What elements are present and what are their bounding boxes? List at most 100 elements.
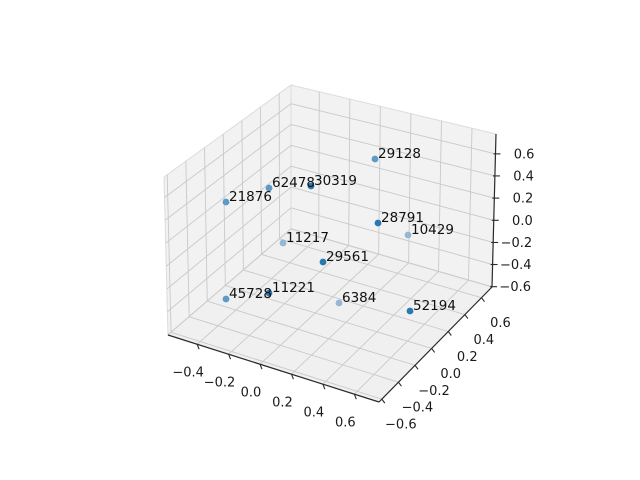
- grid-line-z-right: [290, 165, 494, 221]
- z-tick-label: −0.4: [500, 258, 532, 273]
- z-axis-spine: [491, 133, 497, 288]
- grid-line-y-floor: [225, 285, 432, 349]
- grid-line-z-left: [167, 207, 292, 313]
- grid-line-x-wall: [378, 106, 381, 255]
- grid-line-y-floor: [261, 254, 466, 316]
- grid-line-x-floor: [196, 236, 320, 345]
- data-point: [406, 307, 414, 315]
- grid-line-z-right: [290, 103, 496, 155]
- grid-line-x-wall: [438, 120, 442, 272]
- grid-line-y-floor: [207, 300, 416, 366]
- grid-line-x-wall: [348, 99, 351, 246]
- z-tick-label: 0.2: [513, 192, 534, 207]
- x-tick-mark: [228, 354, 232, 360]
- y-tick-mark: [414, 364, 419, 370]
- y-tick-label: −0.4: [402, 401, 434, 416]
- grid-line-y-floor: [189, 316, 399, 383]
- z-tick-label: −0.6: [499, 280, 531, 295]
- x-tick-label: 0.4: [304, 406, 325, 421]
- data-point-label: 21876: [229, 189, 272, 205]
- data-point: [265, 289, 273, 297]
- y-tick-mark: [447, 331, 452, 336]
- axis-spines: [167, 133, 497, 403]
- data-point: [222, 295, 230, 303]
- x-tick-label: 0.0: [241, 386, 262, 401]
- y-tick-mark: [431, 348, 436, 353]
- y-tick-mark: [464, 314, 469, 319]
- grid-line-y-floor: [279, 238, 482, 299]
- y-tick-label: −0.2: [418, 384, 450, 399]
- grid-line-x-wall: [318, 91, 320, 238]
- grid-line-y-wall: [260, 107, 262, 255]
- z-tick-label: 0.0: [512, 214, 533, 229]
- y-tick-mark: [397, 381, 402, 387]
- tick-marks: [196, 153, 501, 404]
- data-point: [335, 299, 343, 307]
- grid-line-z-right: [290, 124, 496, 177]
- grid-line-y-wall: [185, 161, 190, 317]
- data-point-label: 28791: [381, 210, 424, 226]
- x-tick-mark: [353, 393, 357, 400]
- data-point-label: 62478: [272, 175, 315, 191]
- data-point-label: 6384: [342, 290, 376, 306]
- grid-line-z-left: [164, 103, 292, 198]
- data-point-label: 45728: [229, 286, 272, 302]
- y-tick-label: 0.2: [457, 350, 478, 365]
- grid-line-x-floor: [291, 262, 409, 375]
- grid-line-z-left: [166, 186, 292, 290]
- grid-line-y-wall: [204, 147, 208, 302]
- y-tick-label: 0.0: [440, 367, 461, 382]
- y-tick-label: 0.4: [474, 333, 495, 348]
- y-tick-label: −0.6: [385, 418, 417, 433]
- grid-line-z-right: [290, 228, 493, 288]
- grid-line-z-right: [290, 144, 495, 199]
- data-point-label: 10429: [411, 222, 454, 238]
- x-tick-mark: [322, 383, 326, 390]
- grid-line-y-wall: [241, 120, 244, 271]
- y-tick-mark: [381, 398, 386, 404]
- grid-line-z-left: [164, 124, 292, 221]
- grid-line-y-wall: [166, 174, 172, 333]
- grid-lines: [164, 91, 496, 400]
- data-point: [404, 231, 412, 239]
- grid-line-z-left: [167, 228, 292, 336]
- data-point-label: 29561: [326, 249, 369, 265]
- x-tick-label: 0.2: [272, 396, 293, 411]
- scatter-points: [222, 155, 414, 315]
- y-tick-label: 0.6: [490, 316, 511, 331]
- x-tick-mark: [259, 364, 263, 370]
- data-point: [374, 219, 382, 227]
- data-point: [319, 258, 327, 266]
- y-tick-mark: [481, 297, 485, 303]
- x-axis-spine: [167, 334, 380, 403]
- z-tick-label: −0.2: [501, 236, 533, 251]
- data-point: [371, 155, 379, 163]
- data-point: [279, 239, 287, 247]
- x-tick-label: −0.4: [172, 366, 204, 381]
- data-point: [307, 182, 315, 190]
- grid-line-z-left: [165, 165, 292, 267]
- grid-line-x-floor: [353, 279, 469, 395]
- grid-line-z-left: [165, 144, 292, 244]
- data-point-label: 11221: [272, 280, 315, 296]
- grid-line-x-floor: [322, 271, 439, 385]
- grid-line-y-floor: [243, 269, 449, 332]
- data-point: [265, 184, 273, 192]
- x-tick-label: 0.6: [335, 416, 356, 431]
- grid-line-y-wall: [222, 134, 226, 286]
- tick-labels: −0.4−0.20.00.20.40.6 −0.6−0.4−0.20.00.20.…: [172, 147, 534, 432]
- data-point: [222, 198, 230, 206]
- z-tick-label: 0.6: [514, 147, 535, 162]
- x-tick-label: −0.2: [204, 376, 236, 391]
- grid-line-x-wall: [468, 128, 473, 281]
- data-point-label: 11217: [286, 230, 329, 246]
- x-tick-mark: [290, 373, 294, 380]
- grid-line-x-floor: [228, 245, 349, 355]
- z-tick-label: 0.4: [513, 169, 534, 184]
- data-point-label: 29128: [378, 146, 421, 162]
- grid-line-x-floor: [259, 253, 379, 365]
- y-axis-spine: [378, 286, 493, 403]
